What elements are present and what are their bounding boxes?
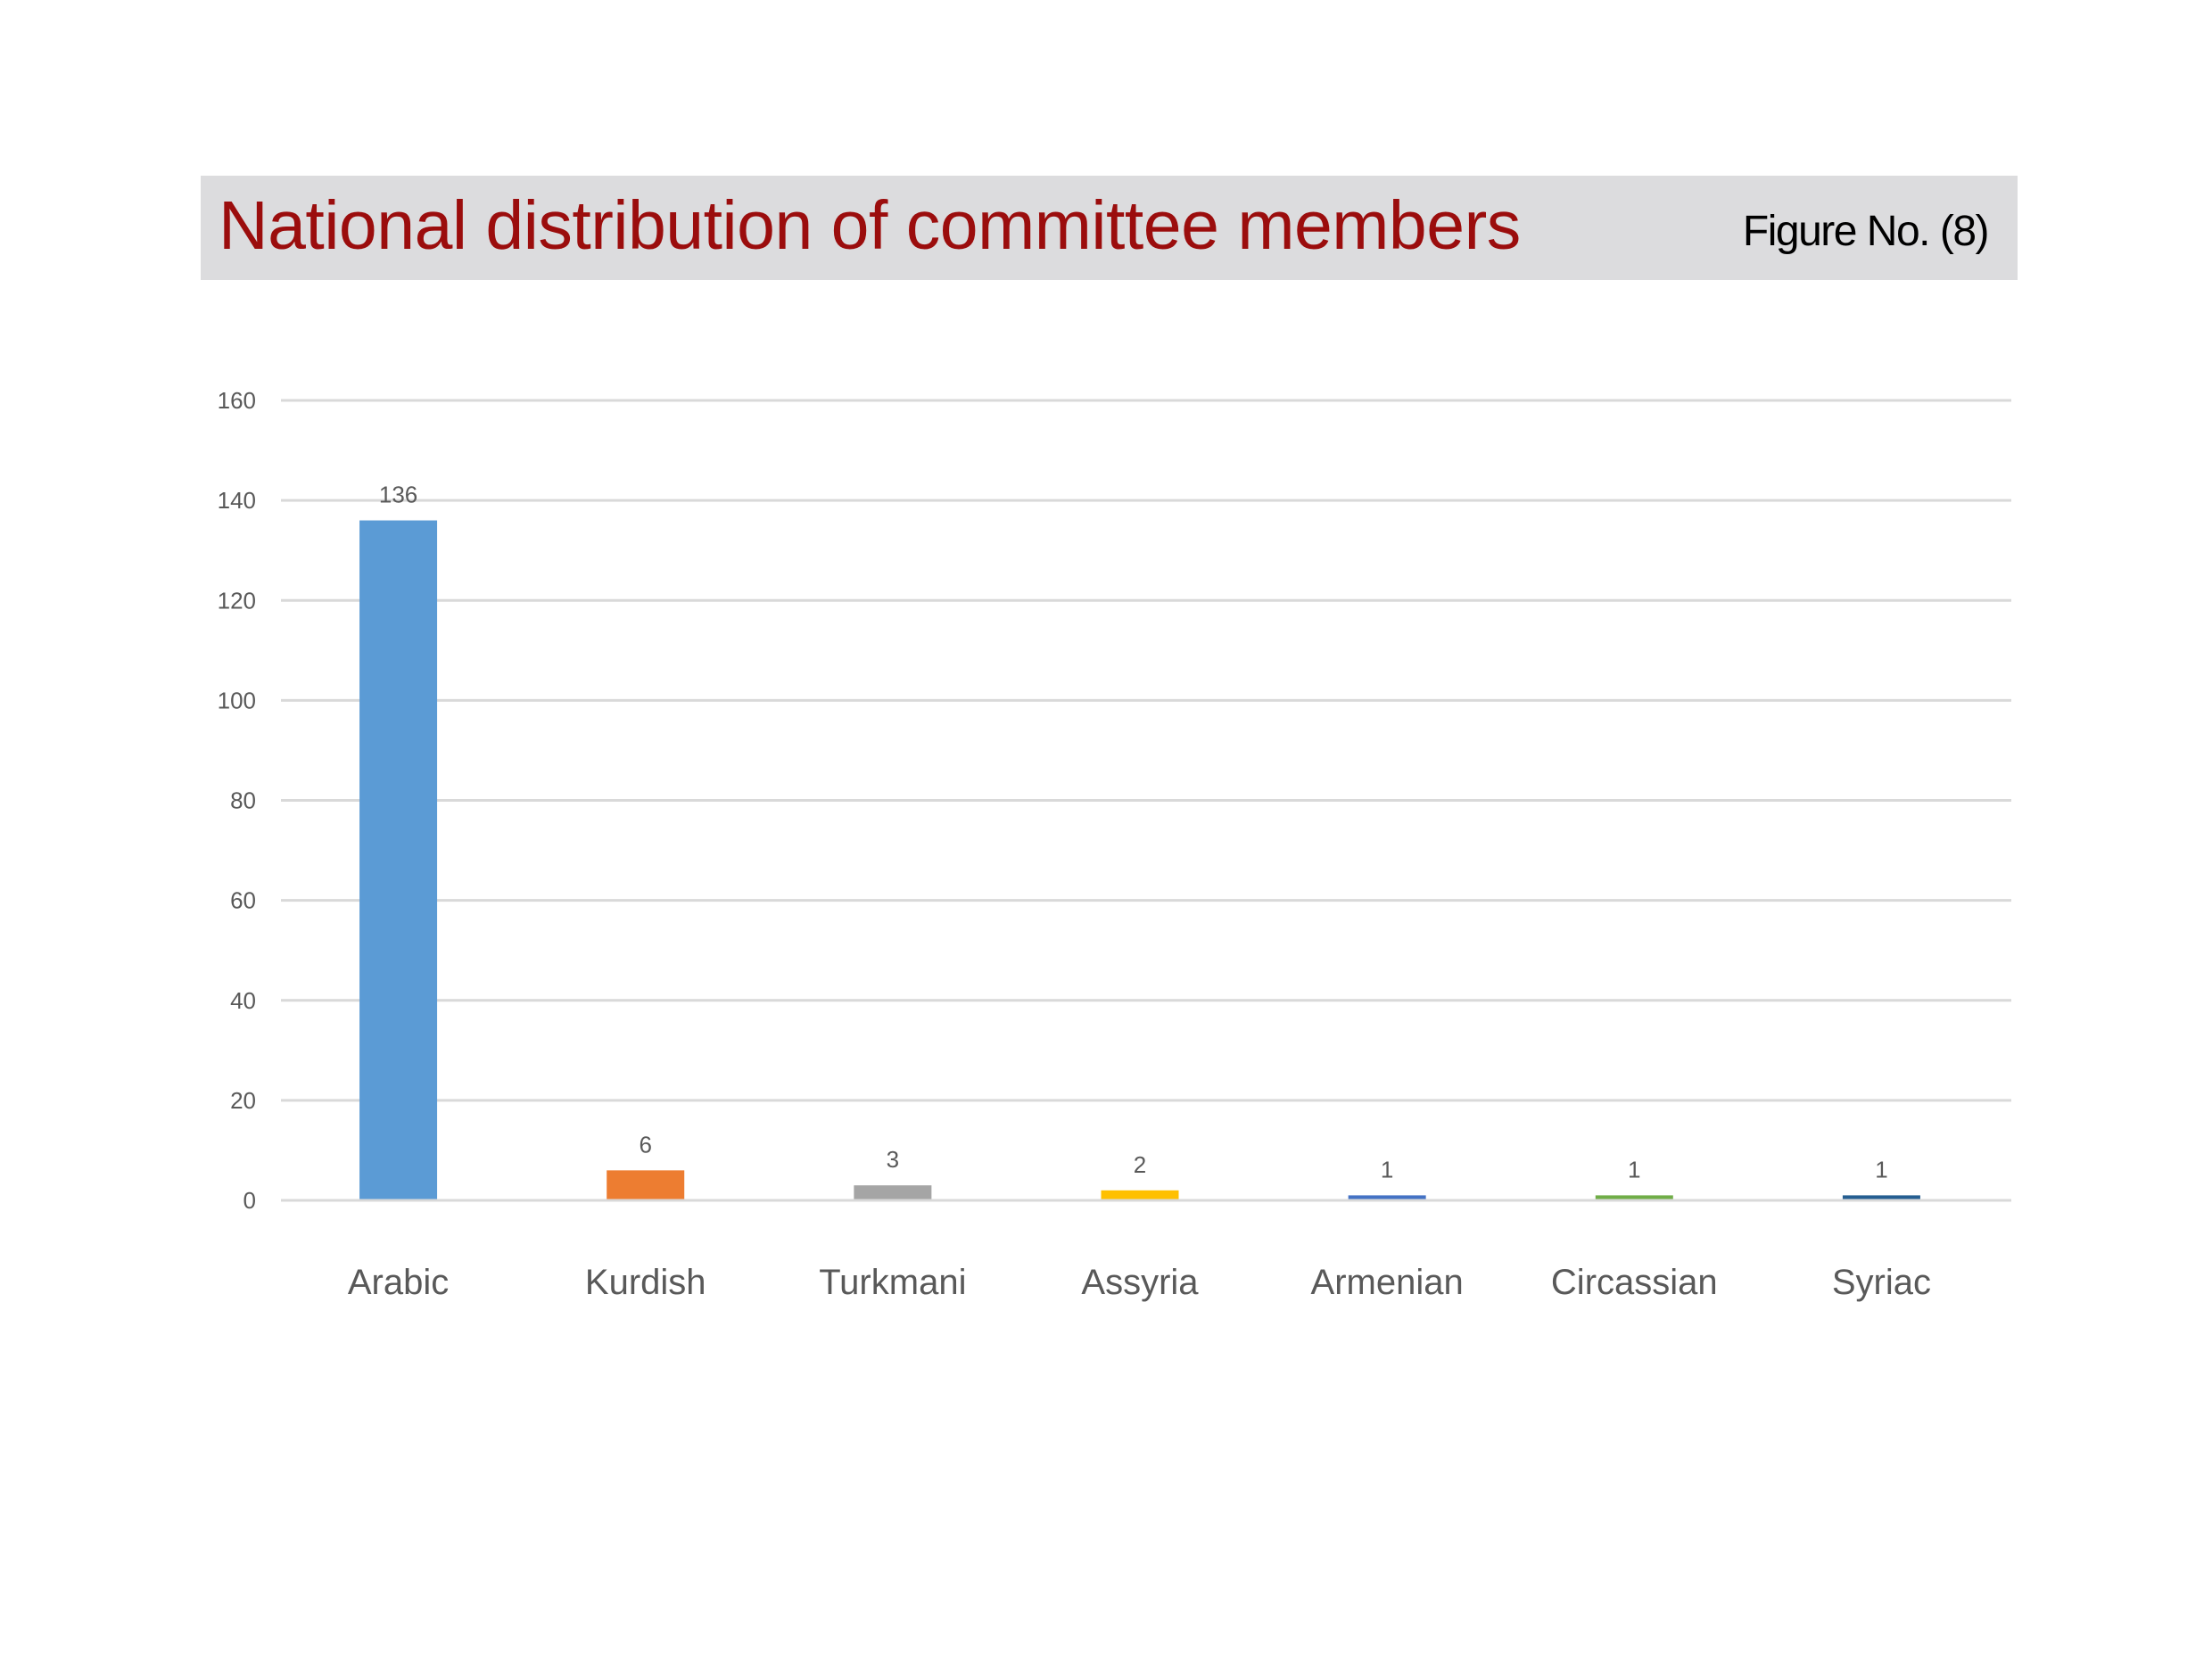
data-label: 2 <box>1134 1151 1146 1178</box>
x-category-label: Assyria <box>1081 1263 1199 1302</box>
y-tick-label: 60 <box>230 887 256 914</box>
x-category-label: Circassian <box>1551 1263 1718 1302</box>
x-category-label: Arabic <box>348 1263 449 1302</box>
bar <box>854 1185 932 1200</box>
bar <box>1842 1195 1920 1200</box>
y-tick-label: 120 <box>218 587 256 614</box>
title-bar: National distribution of committee membe… <box>201 176 2018 280</box>
x-category-label: Turkmani <box>819 1263 966 1302</box>
bar <box>607 1170 685 1200</box>
figure-number: Figure No. (8) <box>1742 208 1990 255</box>
bar <box>1348 1195 1426 1200</box>
bar <box>359 520 438 1200</box>
data-label: 1 <box>1628 1156 1640 1183</box>
data-label: 1 <box>1381 1156 1393 1183</box>
x-category-label: Kurdish <box>585 1263 706 1302</box>
chart-title: National distribution of committee membe… <box>219 187 1521 264</box>
bar <box>1595 1195 1673 1200</box>
y-tick-label: 0 <box>243 1187 256 1214</box>
y-tick-label: 80 <box>230 787 256 814</box>
data-label: 6 <box>639 1131 651 1158</box>
data-label: 1 <box>1875 1156 1887 1183</box>
y-tick-label: 100 <box>218 687 256 713</box>
x-category-label: Syriac <box>1832 1263 1931 1302</box>
y-tick-label: 20 <box>230 1087 256 1114</box>
y-tick-label: 160 <box>218 387 256 414</box>
data-label: 3 <box>887 1146 899 1173</box>
y-tick-label: 140 <box>218 487 256 514</box>
y-tick-label: 40 <box>230 987 256 1014</box>
x-category-label: Armenian <box>1311 1263 1464 1302</box>
data-label: 136 <box>379 482 417 508</box>
bar <box>1101 1190 1179 1200</box>
